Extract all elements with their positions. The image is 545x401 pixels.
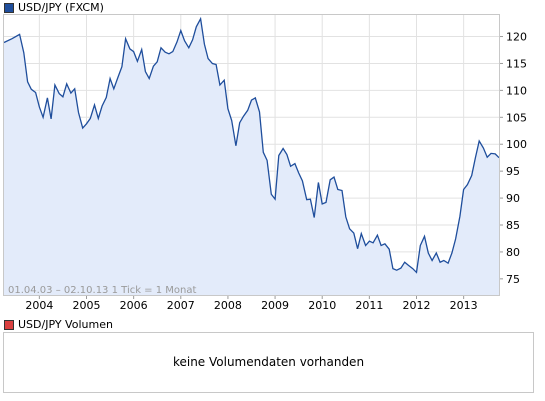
y-tick-label: 110 xyxy=(506,84,527,97)
volume-message: keine Volumendaten vorhanden xyxy=(172,355,365,369)
range-note: 01.04.03 – 02.10.13 1 Tick = 1 Monat xyxy=(8,285,196,296)
x-tick-label: 2010 xyxy=(308,299,336,312)
x-axis-labels: 2004 2005 2006 2007 2008 2009 2010 2011 2012 2013 xyxy=(25,299,477,312)
main-legend: USD/JPY (FXCM) xyxy=(4,1,104,15)
y-tick-label: 95 xyxy=(506,165,520,178)
main-legend-label: USD/JPY (FXCM) xyxy=(18,1,104,14)
y-tick-label: 90 xyxy=(506,192,520,205)
x-tick-label: 2008 xyxy=(214,299,242,312)
x-tick-label: 2005 xyxy=(73,299,101,312)
main-legend-swatch xyxy=(4,3,14,13)
x-tick-label: 2007 xyxy=(167,299,195,312)
y-tick-label: 100 xyxy=(506,138,527,151)
y-tick-label: 80 xyxy=(506,246,520,259)
volume-legend-swatch xyxy=(4,320,14,330)
plot-frame xyxy=(3,14,500,296)
y-tick-label: 105 xyxy=(506,111,527,124)
x-tick-label: 2011 xyxy=(355,299,383,312)
y-tick-label: 75 xyxy=(506,273,520,286)
x-tick-label: 2006 xyxy=(120,299,148,312)
x-tick-label: 2009 xyxy=(261,299,289,312)
price-line xyxy=(3,16,500,274)
volume-legend-label: USD/JPY Volumen xyxy=(18,318,113,331)
y-tick-label: 85 xyxy=(506,219,520,232)
y-axis-labels: 75 80 85 90 95 100 105 110 115 120 xyxy=(506,31,527,286)
y-tick-label: 115 xyxy=(506,57,527,70)
x-tick-label: 2013 xyxy=(450,299,478,312)
volume-panel: keine Volumendaten vorhanden xyxy=(3,332,534,393)
y-tick-label: 120 xyxy=(506,31,527,44)
volume-legend: USD/JPY Volumen xyxy=(4,318,113,332)
x-tick-label: 2012 xyxy=(403,299,431,312)
x-tick-label: 2004 xyxy=(25,299,53,312)
price-area-fill xyxy=(4,18,499,296)
